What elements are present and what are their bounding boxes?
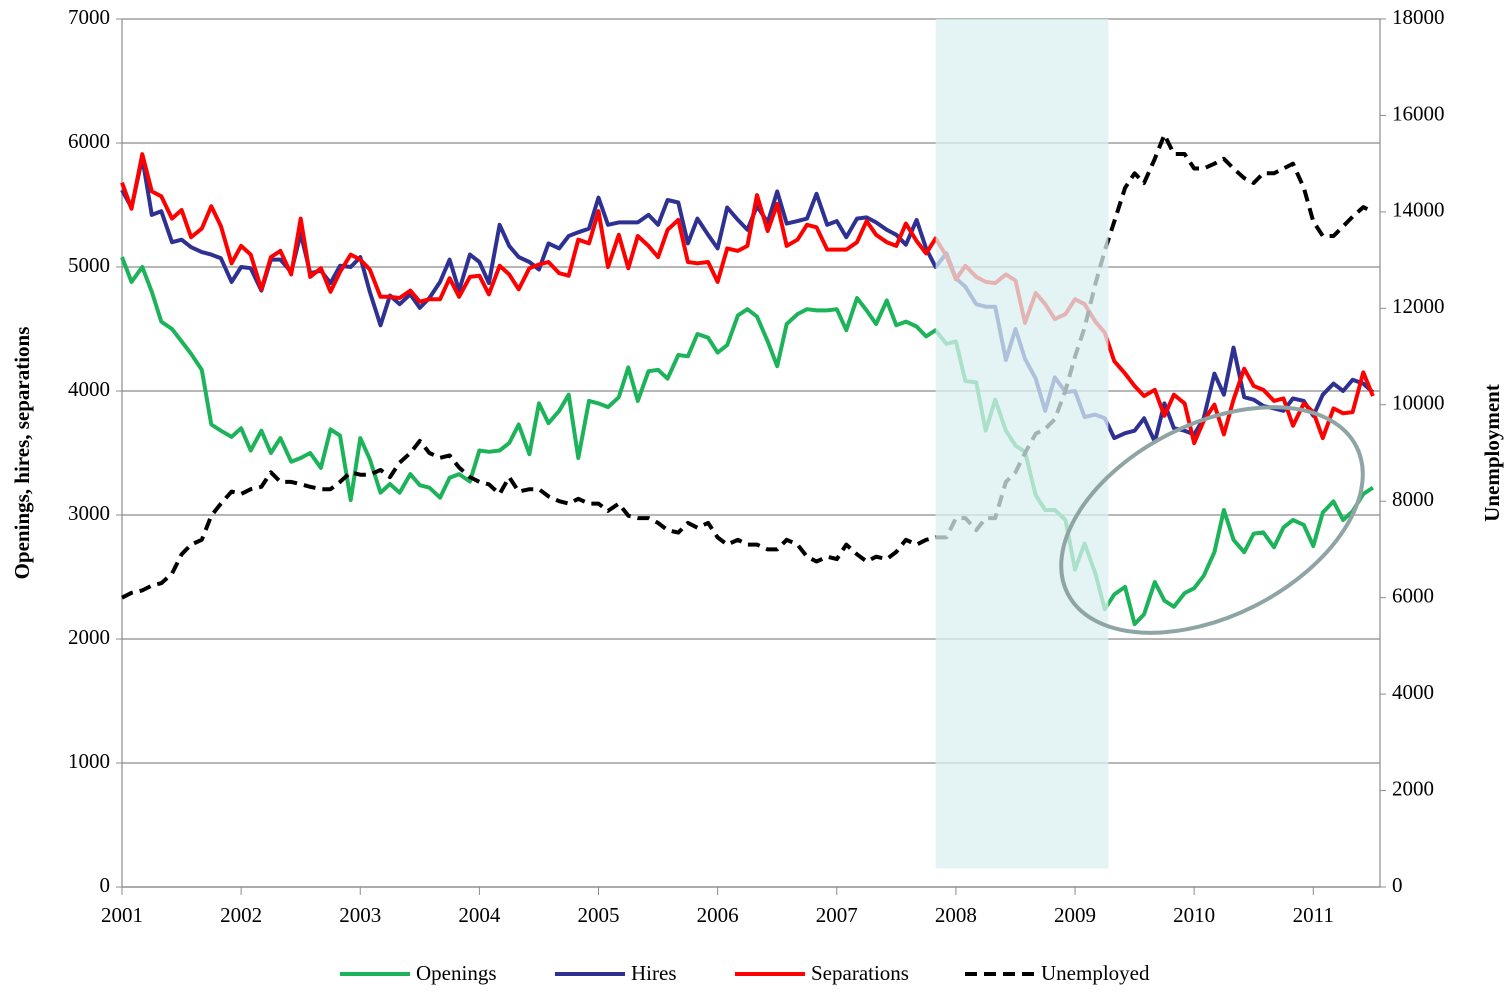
y-axis-label: Openings, hires, separations <box>10 327 34 580</box>
x-tick-label: 2010 <box>1173 903 1215 927</box>
y2-tick-label: 0 <box>1392 873 1403 897</box>
y-tick-label: 7000 <box>68 5 110 29</box>
y2-tick-label: 2000 <box>1392 776 1434 800</box>
x-tick-label: 2001 <box>101 903 143 927</box>
x-tick-label: 2002 <box>220 903 262 927</box>
y2-tick-label: 10000 <box>1392 391 1445 415</box>
x-tick-label: 2011 <box>1293 903 1334 927</box>
y2-tick-label: 14000 <box>1392 198 1445 222</box>
y-tick-label: 2000 <box>68 625 110 649</box>
y2-tick-label: 16000 <box>1392 101 1445 125</box>
series-line <box>120 256 1374 627</box>
series-line <box>120 155 1375 444</box>
legend-label: Hires <box>631 961 677 985</box>
legend-label: Unemployed <box>1041 961 1150 985</box>
y2-tick-label: 6000 <box>1392 583 1434 607</box>
y-tick-label: 3000 <box>68 501 110 525</box>
legend-label: Openings <box>416 961 497 985</box>
x-tick-label: 2003 <box>339 903 381 927</box>
y2-tick-label: 4000 <box>1392 680 1434 704</box>
x-tick-label: 2004 <box>458 903 501 927</box>
x-tick-label: 2007 <box>816 903 858 927</box>
series-line <box>120 152 1375 446</box>
series-line <box>121 132 1374 600</box>
y2-tick-label: 8000 <box>1392 487 1434 511</box>
y-tick-label: 1000 <box>68 749 110 773</box>
y-tick-label: 6000 <box>68 129 110 153</box>
recession-shading <box>935 19 1109 869</box>
legend-label: Separations <box>811 961 909 985</box>
y-tick-label: 4000 <box>68 377 110 401</box>
x-tick-label: 2009 <box>1054 903 1096 927</box>
x-tick-label: 2008 <box>935 903 977 927</box>
y-tick-label: 0 <box>100 873 111 897</box>
y2-axis-label: Unemployment <box>1480 384 1504 522</box>
y-tick-label: 5000 <box>68 253 110 277</box>
x-tick-label: 2005 <box>578 903 620 927</box>
y2-tick-label: 18000 <box>1392 5 1445 29</box>
x-tick-label: 2006 <box>697 903 739 927</box>
y2-tick-label: 12000 <box>1392 294 1445 318</box>
highlight-ellipse <box>1059 405 1365 635</box>
